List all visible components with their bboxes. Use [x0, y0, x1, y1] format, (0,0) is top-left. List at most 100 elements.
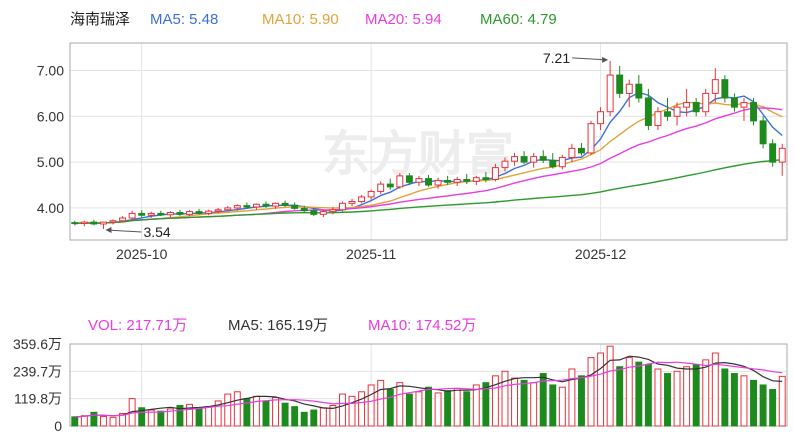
volume-bar-up: [186, 403, 193, 427]
min-pointer-arrow: [105, 227, 112, 234]
candle-up: [597, 107, 605, 131]
volume-bar-up: [625, 357, 633, 427]
candle-body: [291, 204, 299, 209]
candle-up: [740, 97, 748, 121]
volume-bar-up: [654, 368, 662, 427]
candle-up: [501, 157, 509, 172]
candle-up: [453, 176, 461, 186]
max-pointer-arrow: [602, 56, 609, 63]
volume-bar-up: [702, 359, 710, 427]
watermark-text: 东方财富: [322, 128, 514, 181]
volume-bar-down: [176, 404, 184, 427]
candle-up: [367, 189, 375, 200]
candle-body: [272, 202, 280, 207]
volume-bar-up: [501, 370, 509, 427]
volume-bar-up: [367, 384, 375, 427]
candle-up: [166, 211, 174, 218]
candle-up: [377, 181, 385, 195]
candle-body: [367, 190, 375, 198]
candle-body: [99, 221, 107, 225]
candle-down: [281, 200, 289, 208]
candle-body: [587, 123, 595, 154]
stock-name: 海南瑞泽: [70, 11, 130, 28]
candle-up: [272, 202, 280, 209]
volume-bar-down: [425, 386, 432, 427]
candle-body: [377, 183, 385, 192]
candle-up: [128, 210, 136, 221]
volume-legend-item: VOL: 217.71万: [88, 317, 187, 334]
candle-body: [491, 167, 499, 181]
candle-down: [750, 97, 758, 126]
candle-down: [405, 173, 413, 186]
candle-down: [759, 116, 767, 149]
candle-body: [281, 202, 289, 206]
candle-body: [415, 178, 423, 183]
date-tick-label: 2025-10: [116, 246, 168, 262]
volume-bar-up: [434, 392, 442, 427]
volume-bar-down: [90, 411, 98, 427]
volume-tick-label: 119.8万: [14, 391, 62, 407]
candle-body: [348, 201, 356, 204]
candle-up: [338, 201, 346, 212]
volume-ma10-line: [74, 361, 783, 418]
min-pointer-line: [106, 229, 142, 233]
candle-body: [482, 177, 490, 181]
candle-body: [702, 92, 710, 113]
candle-body: [80, 221, 88, 225]
volume-bar-down: [539, 373, 547, 427]
candle-body: [654, 111, 662, 126]
price-tick-label: 5.00: [37, 154, 64, 170]
candle-up: [415, 175, 423, 186]
candle-up: [625, 79, 633, 108]
candle-body: [730, 97, 738, 108]
candle-body: [224, 207, 232, 211]
volume-bar-down: [463, 391, 471, 427]
volume-bar-up: [358, 391, 366, 427]
candle-down: [444, 175, 452, 186]
candle-body: [530, 156, 538, 163]
volume-legend-item: MA10: 174.52万: [368, 317, 476, 334]
candle-body: [262, 203, 270, 207]
candle-body: [396, 175, 404, 188]
volume-bar-down: [405, 393, 413, 427]
candle-down: [176, 209, 184, 217]
candle-body: [683, 102, 691, 108]
candle-body: [778, 147, 786, 163]
volume-bar-up: [224, 393, 232, 427]
volume-tick-label: 0: [54, 418, 62, 431]
min-price-label: 3.54: [143, 224, 170, 240]
volume-bar-down: [444, 390, 452, 427]
volume-bar-up: [568, 368, 576, 427]
candles: [71, 60, 786, 230]
candle-body: [511, 156, 519, 162]
candle-body: [138, 212, 146, 216]
candle-body: [501, 160, 509, 169]
volume-bar-up: [453, 387, 461, 427]
volume-bar-up: [396, 382, 404, 427]
candle-up: [472, 175, 480, 186]
volume-bar-up: [606, 345, 614, 427]
volume-bar-up: [329, 404, 337, 427]
candle-body: [606, 74, 614, 113]
candle-body: [90, 221, 98, 225]
price-axis: 7.00 6.00 5.00 4.00: [37, 62, 64, 215]
volume-bar-up: [711, 352, 719, 427]
volume-bar-down: [281, 402, 289, 427]
candle-body: [186, 211, 193, 215]
candle-body: [740, 102, 748, 108]
volume-bar-up: [683, 366, 691, 427]
candle-body: [616, 74, 624, 94]
candle-up: [558, 154, 566, 170]
candle-up: [711, 68, 719, 103]
candle-down: [386, 178, 394, 190]
candle-body: [692, 102, 700, 113]
volume-bar-up: [338, 393, 346, 427]
candle-body: [644, 97, 652, 126]
candle-body: [520, 156, 528, 163]
volume-bar-up: [530, 382, 538, 427]
candle-body: [157, 212, 165, 216]
candle-up: [606, 60, 614, 117]
candle-body: [625, 83, 633, 94]
